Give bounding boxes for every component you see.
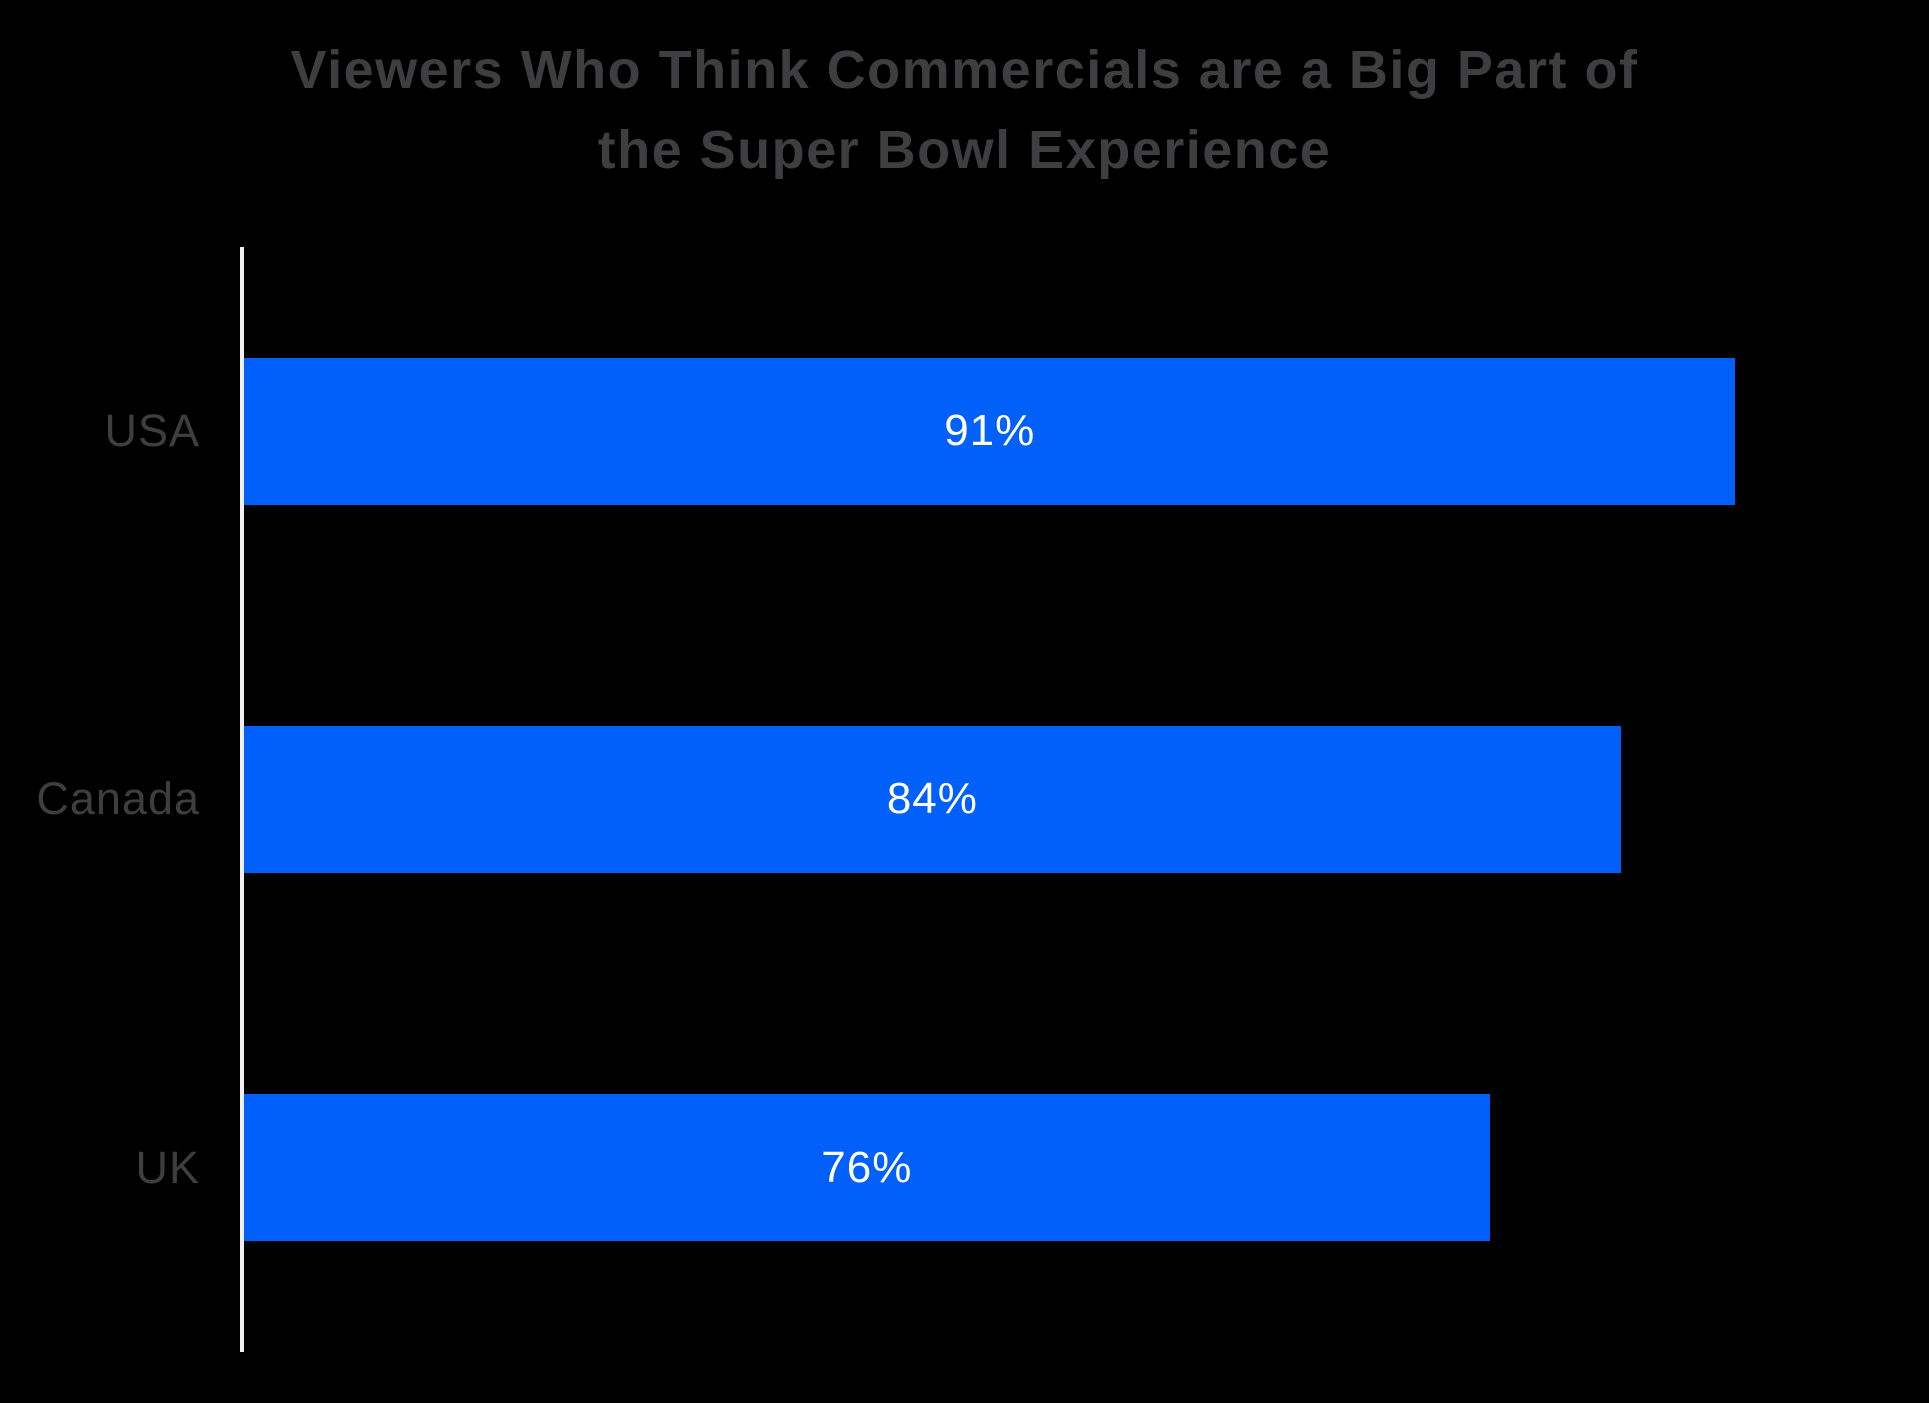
category-axis-labels: USA Canada UK (0, 247, 200, 1352)
plot-area: 91% 84% 76% (244, 247, 1883, 1352)
bar-uk: 76% (244, 1094, 1490, 1242)
category-label-usa: USA (104, 405, 200, 457)
y-axis-line (240, 247, 244, 1352)
category-label-uk: UK (135, 1141, 200, 1193)
bar-canada: 84% (244, 725, 1621, 873)
bar-row-canada: 84% (244, 615, 1883, 983)
value-label-uk: 76% (821, 1142, 913, 1192)
category-label-canada: Canada (36, 773, 200, 825)
bar-usa: 91% (244, 357, 1736, 505)
chart-title-line-2: the Super Bowl Experience (597, 120, 1332, 180)
chart-title-line-1: Viewers Who Think Commercials are a Big … (290, 40, 1639, 100)
bar-row-usa: 91% (244, 247, 1883, 615)
chart-title: Viewers Who Think Commercials are a Big … (0, 30, 1929, 190)
value-label-canada: 84% (886, 774, 978, 824)
bar-row-uk: 76% (244, 984, 1883, 1352)
value-label-usa: 91% (944, 406, 1036, 456)
